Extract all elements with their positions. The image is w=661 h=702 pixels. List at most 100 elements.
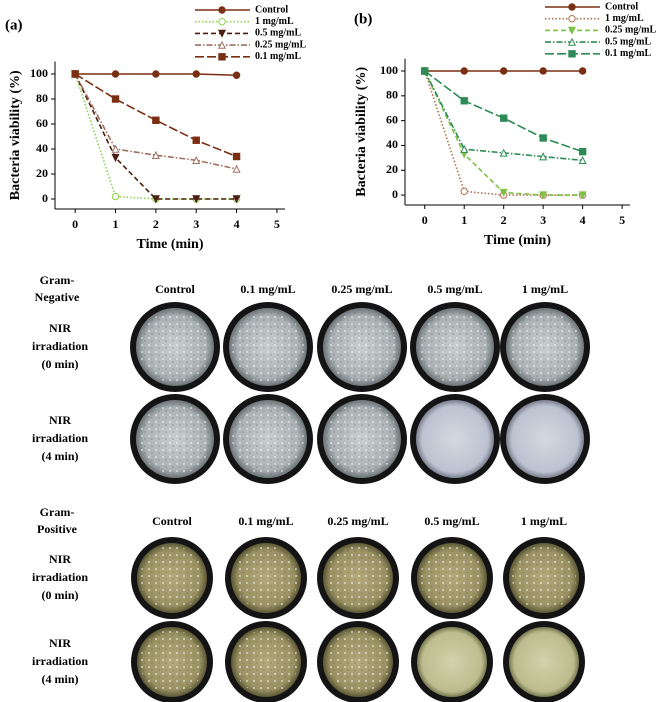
marker	[218, 18, 226, 26]
legend-label: 0.1 mg/mL	[605, 48, 651, 59]
row-label: (4 min)	[42, 672, 79, 686]
legend-label: Control	[255, 4, 288, 15]
column-label: 0.5 mg/mL	[424, 514, 479, 528]
marker	[421, 67, 429, 75]
x-tick-label: 3	[193, 217, 199, 231]
legend-label: 0.25 mg/mL	[605, 25, 656, 36]
legend-label: 1 mg/mL	[255, 16, 294, 27]
x-tick-label: 2	[501, 213, 507, 227]
x-tick-label: 5	[619, 213, 625, 227]
row-label: irradiation	[32, 431, 88, 445]
marker	[217, 29, 227, 38]
marker	[539, 134, 547, 142]
row-label: (0 min)	[42, 588, 79, 602]
x-tick-label: 1	[113, 217, 119, 231]
marker	[460, 97, 468, 105]
legend-label: 1 mg/mL	[605, 13, 644, 24]
marker	[578, 147, 587, 156]
marker	[111, 95, 120, 103]
colonies	[140, 630, 204, 694]
series-line	[74, 73, 237, 200]
marker	[578, 191, 587, 200]
marker	[152, 116, 160, 124]
legend-label: 0.1 mg/mL	[255, 51, 301, 62]
column-label: Control	[155, 282, 195, 296]
colonies	[232, 403, 304, 475]
marker	[152, 70, 160, 78]
marker	[232, 152, 241, 161]
column-label: 0.1 mg/mL	[240, 282, 295, 296]
marker	[460, 144, 469, 153]
column-label: 0.25 mg/mL	[331, 282, 392, 296]
marker	[568, 15, 576, 23]
marker	[232, 164, 241, 173]
x-axis-label: Time (min)	[484, 233, 551, 248]
plate	[416, 400, 494, 478]
row-label: NIR	[49, 321, 71, 335]
x-axis-label: Time (min)	[136, 237, 203, 252]
group-label: Gram-	[40, 505, 75, 519]
y-tick-label: 80	[36, 91, 48, 105]
y-tick-label: 80	[386, 88, 398, 102]
marker	[151, 150, 160, 159]
marker	[578, 67, 587, 75]
colonies	[234, 546, 298, 610]
y-tick-label: 40	[386, 137, 398, 151]
panel-label: (a)	[5, 17, 23, 33]
y-tick-label: 60	[36, 116, 48, 130]
marker	[111, 70, 120, 78]
colonies	[512, 546, 576, 610]
marker	[568, 50, 576, 58]
group-label: Positive	[37, 522, 78, 536]
x-tick-label: 2	[153, 217, 159, 231]
column-label: 0.5 mg/mL	[427, 282, 482, 296]
column-label: 1 mg/mL	[522, 282, 568, 296]
marker	[192, 70, 200, 78]
row-label: irradiation	[32, 570, 88, 584]
group-label: Negative	[35, 290, 80, 304]
y-tick-label: 100	[380, 63, 398, 77]
panel-label: (b)	[354, 11, 372, 27]
marker	[217, 40, 227, 49]
row-label: irradiation	[32, 339, 88, 353]
marker	[218, 53, 226, 61]
y-axis-label: Bacteria viability (%)	[354, 67, 369, 197]
marker	[499, 188, 508, 197]
marker	[539, 191, 548, 200]
series-line	[74, 73, 237, 200]
colonies	[232, 311, 304, 383]
series-line	[423, 70, 583, 196]
marker	[567, 26, 577, 35]
plate	[509, 627, 579, 697]
legend-label: 0.5 mg/mL	[605, 36, 651, 47]
marker	[567, 37, 577, 46]
column-label: 0.1 mg/mL	[238, 514, 293, 528]
y-tick-label: 20	[36, 166, 48, 180]
y-tick-label: 40	[36, 141, 48, 155]
marker	[111, 192, 120, 201]
legend-label: Control	[605, 1, 638, 12]
y-tick-label: 0	[392, 187, 398, 201]
y-tick-label: 60	[386, 112, 398, 126]
row-label: (0 min)	[42, 357, 79, 371]
colonies	[326, 311, 398, 383]
marker	[232, 195, 241, 204]
marker	[111, 144, 120, 153]
column-label: 0.25 mg/mL	[327, 514, 388, 528]
marker	[111, 154, 120, 163]
colonies	[419, 311, 491, 383]
marker	[539, 67, 547, 75]
colonies	[509, 311, 581, 383]
y-tick-label: 0	[42, 191, 48, 205]
marker	[499, 148, 508, 157]
marker	[539, 152, 548, 161]
y-tick-label: 20	[386, 162, 398, 176]
colonies	[326, 403, 398, 475]
x-tick-label: 0	[72, 217, 78, 231]
column-label: Control	[152, 514, 192, 528]
plate	[506, 400, 584, 478]
colonies	[140, 546, 204, 610]
marker	[192, 136, 200, 144]
series-line	[424, 70, 583, 153]
